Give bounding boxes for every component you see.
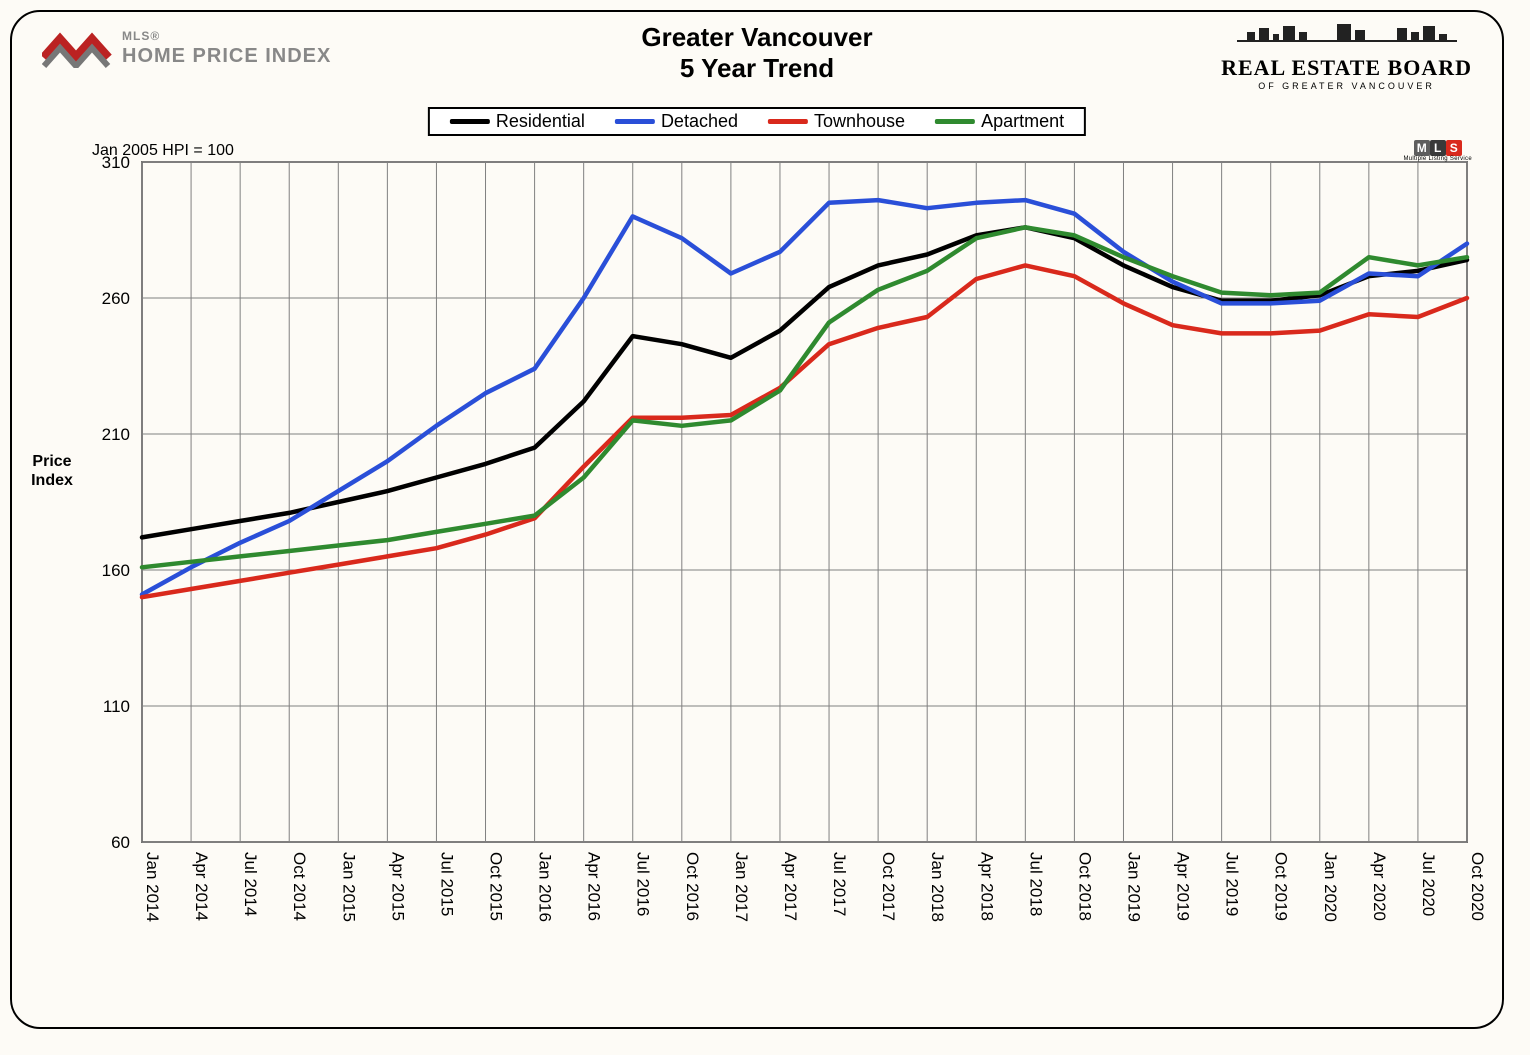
- y-tick-label: 60: [111, 833, 130, 852]
- x-tick-label: Oct 2020: [1468, 852, 1487, 921]
- x-tick-label: Jan 2015: [339, 852, 358, 922]
- x-tick-label: Oct 2019: [1272, 852, 1291, 921]
- x-tick-label: Jul 2020: [1419, 852, 1438, 916]
- y-tick-label: 110: [103, 697, 130, 716]
- x-tick-label: Oct 2017: [879, 852, 898, 921]
- x-tick-label: Apr 2019: [1174, 852, 1193, 921]
- line-chart: 60 110 160 210 260 310 Jan 2014 Apr 2014 Jul 201…: [12, 12, 1502, 1027]
- x-tick-label: Jan 2016: [536, 852, 555, 922]
- x-tick-label: Oct 2018: [1075, 852, 1094, 921]
- x-tick-label: Jan 2014: [143, 852, 162, 922]
- x-tick-label: Jul 2016: [634, 852, 653, 916]
- x-tick-label: Jan 2018: [928, 852, 947, 922]
- x-tick-label: Oct 2014: [290, 852, 309, 921]
- x-tick-label: Apr 2017: [781, 852, 800, 921]
- x-tick-label: Jul 2015: [437, 852, 456, 916]
- x-tick-label: Apr 2020: [1370, 852, 1389, 921]
- x-tick-label: Jul 2018: [1026, 852, 1045, 916]
- y-tick-label: 260: [102, 289, 130, 308]
- x-tick-label: Apr 2014: [192, 852, 211, 921]
- y-tick-label: 310: [102, 153, 130, 172]
- x-tick-label: Apr 2016: [585, 852, 604, 921]
- x-tick-label: Jan 2019: [1124, 852, 1143, 922]
- x-tick-label: Jul 2014: [241, 852, 260, 916]
- x-tick-label: Apr 2015: [388, 852, 407, 921]
- x-tick-label: Jan 2020: [1321, 852, 1340, 922]
- x-tick-label: Oct 2016: [683, 852, 702, 921]
- x-tick-label: Apr 2018: [977, 852, 996, 921]
- y-tick-label: 160: [102, 561, 130, 580]
- x-tick-label: Jul 2019: [1223, 852, 1242, 916]
- y-tick-label: 210: [102, 425, 130, 444]
- x-tick-label: Jul 2017: [830, 852, 849, 916]
- x-tick-label: Oct 2015: [487, 852, 506, 921]
- x-tick-label: Jan 2017: [732, 852, 751, 922]
- chart-card: MLS® HOME PRICE INDEX Greater Vancouver …: [10, 10, 1504, 1029]
